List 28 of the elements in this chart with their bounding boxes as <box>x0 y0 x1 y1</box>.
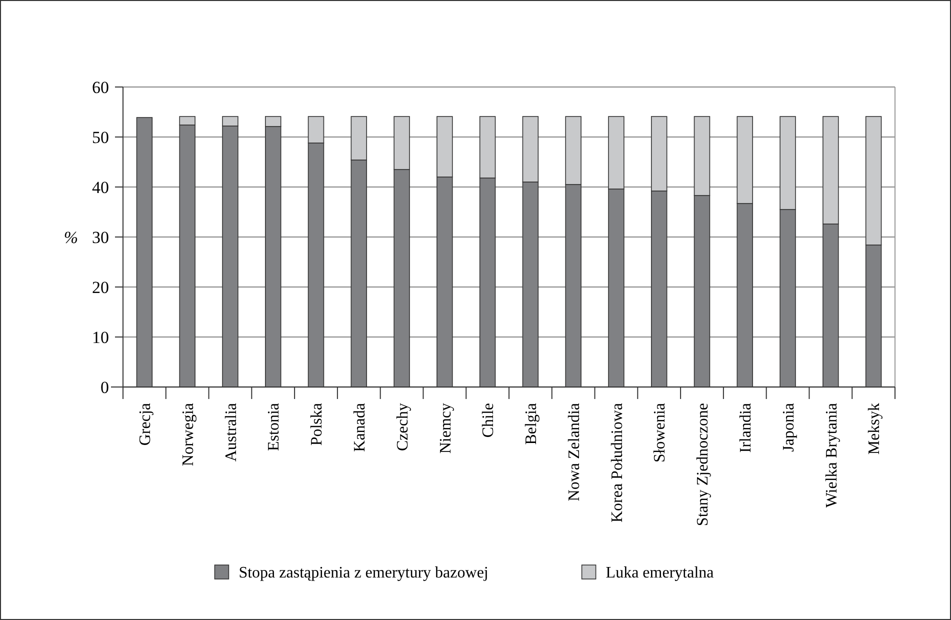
y-axis-title: % <box>64 228 78 247</box>
x-tick-label: Niemcy <box>437 403 454 454</box>
y-tick-label: 20 <box>92 278 109 297</box>
x-tick-label: Wielka Brytania <box>823 403 840 508</box>
x-tick-label: Czechy <box>394 403 412 451</box>
x-tick-label: Australia <box>222 403 240 462</box>
x-tick-label: Grecja <box>137 403 154 446</box>
y-tick-label: 30 <box>92 228 109 247</box>
x-tick-label: Nowa Zelandia <box>566 403 583 502</box>
y-tick-label: 50 <box>92 128 109 147</box>
y-tick-label: 10 <box>92 328 109 347</box>
legend-label: Stopa zastąpienia z emerytury bazowej <box>238 564 488 582</box>
x-tick-label: Słowenia <box>652 403 669 463</box>
y-tick-label: 60 <box>92 78 109 97</box>
x-tick-label: Irlandia <box>737 403 754 453</box>
x-tick-label: Stany Zjednoczone <box>694 403 712 526</box>
y-tick-label: 0 <box>100 378 109 397</box>
x-tick-label: Belgia <box>523 403 540 445</box>
x-tick-label: Chile <box>480 403 498 438</box>
x-tick-label: Estonia <box>266 403 283 451</box>
y-tick-label: 40 <box>92 178 109 197</box>
x-tick-label: Polska <box>308 403 326 446</box>
x-tick-label: Meksyk <box>866 403 884 455</box>
x-tick-label: Kanada <box>351 403 368 452</box>
x-tick-label: Korea Południowa <box>608 403 626 523</box>
legend-label: Luka emerytalna <box>606 564 714 582</box>
x-tick-label: Norwegia <box>180 403 197 466</box>
x-tick-label: Japonia <box>780 403 798 452</box>
